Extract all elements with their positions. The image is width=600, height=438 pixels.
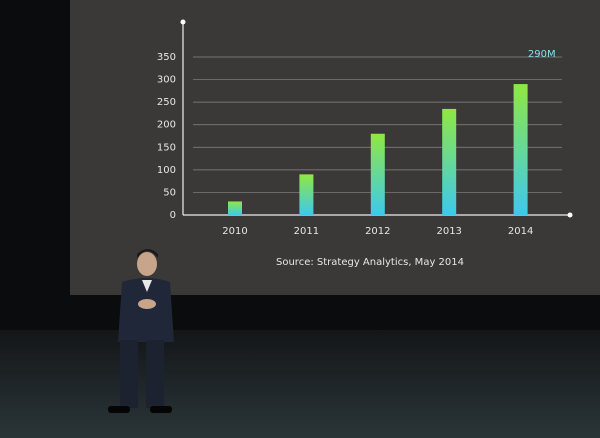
y-tick-label: 200	[157, 120, 176, 131]
y-tick-label: 300	[157, 75, 176, 86]
y-tick-label: 50	[163, 187, 176, 198]
bar	[299, 174, 314, 215]
x-tick-label: 2010	[222, 226, 247, 237]
axis-end	[180, 19, 186, 25]
value-label: 290M	[528, 49, 556, 60]
y-tick-label: 250	[157, 97, 176, 108]
chart: 0 50 100 150 200 250 300 350 2010 2011 2012 2013 201…	[157, 19, 573, 268]
x-tick-label: 2013	[436, 226, 461, 237]
speaker	[108, 249, 174, 413]
y-tick-label: 350	[157, 52, 176, 63]
y-tick-label: 100	[157, 165, 176, 176]
x-tick-label: 2014	[508, 226, 533, 237]
source: Source: Strategy Analytics, May 2014	[276, 257, 464, 268]
bar	[370, 133, 385, 215]
stage-floor	[0, 330, 600, 438]
y-tick-label: 150	[157, 142, 176, 153]
bar	[442, 108, 457, 215]
x-tick-label: 2012	[365, 226, 390, 237]
y-tick-label: 0	[170, 210, 176, 221]
bar	[228, 201, 242, 215]
bar	[513, 84, 528, 215]
axis-end	[567, 212, 573, 218]
x-tick-label: 2011	[294, 226, 319, 237]
